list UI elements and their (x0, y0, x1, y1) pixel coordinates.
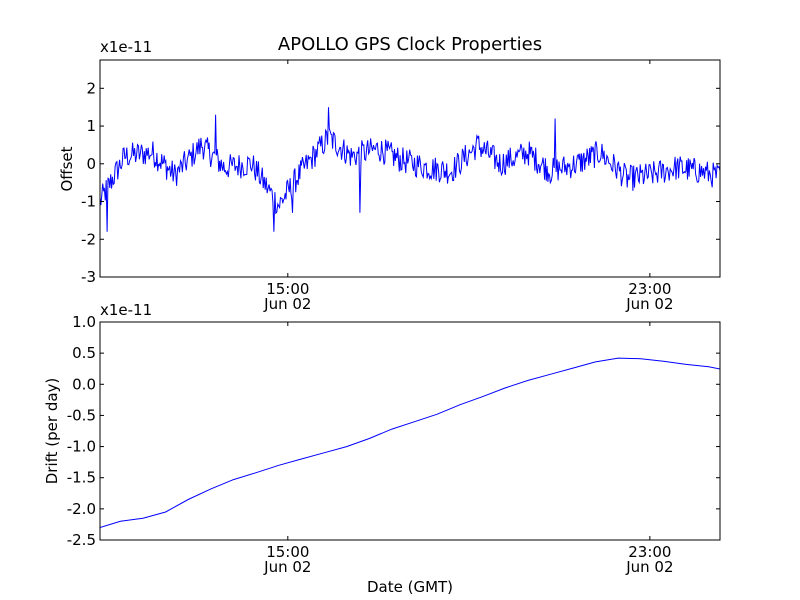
offset-x-tick-date: Jun 02 (625, 295, 673, 313)
offset-x-tick-date: Jun 02 (263, 295, 311, 313)
drift-plot: x1e-11 Drift (per day) Date (GMT) -2.5 -2… (43, 301, 721, 596)
offset-series-line (100, 107, 720, 232)
offset-y-tick-label: 1 (86, 117, 96, 135)
drift-y-tick-label: -1.5 (67, 469, 96, 487)
offset-y-tick-label: -1 (81, 193, 96, 211)
drift-y-tick-label: 0.0 (72, 375, 96, 393)
offset-y-tick-label: 0 (86, 155, 96, 173)
drift-y-axis-label: Drift (per day) (43, 378, 61, 485)
drift-y-tick-label: 1.0 (72, 313, 96, 331)
drift-x-tick-time: 23:00 (628, 543, 671, 561)
drift-y-tick-label: 0.5 (72, 344, 96, 362)
drift-x-tick-date: Jun 02 (263, 558, 311, 576)
drift-y-tick-label: -1.0 (67, 438, 96, 456)
offset-y-multiplier: x1e-11 (100, 38, 152, 56)
drift-plot-frame (99, 321, 721, 541)
drift-x-axis-label: Date (GMT) (367, 578, 453, 596)
offset-y-axis-label: Offset (58, 146, 76, 191)
offset-plot-frame (99, 59, 721, 278)
offset-series-layer (100, 107, 720, 232)
offset-y-tick-label: -2 (81, 230, 96, 248)
offset-y-tick-label: 2 (86, 79, 96, 97)
drift-x-tick-time: 15:00 (266, 543, 309, 561)
drift-x-tick-date: Jun 02 (625, 558, 673, 576)
drift-y-tick-label: -2.0 (67, 500, 96, 518)
drift-y-tick-label: -0.5 (67, 406, 96, 424)
drift-y-tick-label: -2.5 (67, 531, 96, 549)
offset-y-tick-label: -3 (81, 268, 96, 286)
offset-x-tick-time: 15:00 (266, 280, 309, 298)
drift-series-line (100, 357, 720, 528)
drift-y-multiplier: x1e-11 (100, 301, 152, 319)
drift-series-layer (100, 357, 720, 528)
chart-title: APOLLO GPS Clock Properties (278, 34, 542, 55)
offset-x-tick-time: 23:00 (628, 280, 671, 298)
